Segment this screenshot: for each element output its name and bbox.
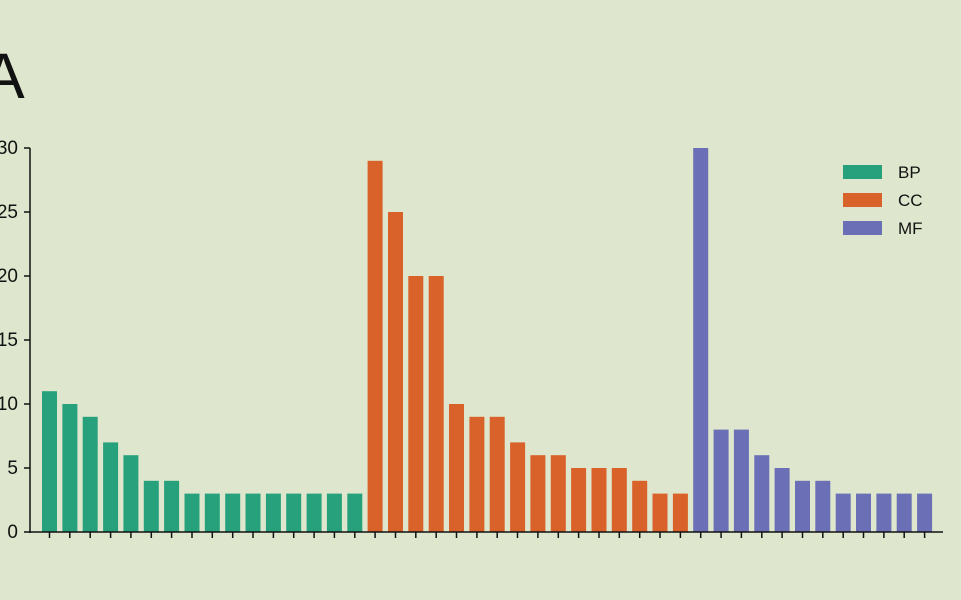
bar-bp-2 <box>62 404 78 532</box>
bar-cc-14 <box>632 480 648 532</box>
bar-mf-6 <box>795 480 810 532</box>
bars-layer <box>42 148 933 533</box>
bar-cc-11 <box>571 468 587 532</box>
bar-bp-3 <box>82 416 98 532</box>
y-tick-label: 20 <box>0 266 18 287</box>
bar-mf-8 <box>835 493 851 532</box>
bar-cc-5 <box>449 404 464 532</box>
bar-mf-5 <box>774 468 790 532</box>
bar-mf-9 <box>856 493 871 532</box>
y-tick-label: 10 <box>0 394 18 415</box>
legend-label-bp: BP <box>898 163 921 182</box>
bar-bp-5 <box>123 455 139 532</box>
bar-bp-13 <box>286 493 302 532</box>
bar-bp-15 <box>326 493 342 532</box>
y-tick-label: 5 <box>7 458 18 479</box>
bar-cc-16 <box>672 493 688 532</box>
bar-bp-11 <box>245 493 261 532</box>
bar-mf-2 <box>713 429 729 532</box>
bar-bp-14 <box>306 493 322 532</box>
bar-cc-10 <box>550 455 566 532</box>
legend-swatch-cc <box>843 193 882 207</box>
bar-cc-6 <box>469 416 485 532</box>
bar-cc-13 <box>611 468 627 532</box>
bar-cc-12 <box>591 468 607 532</box>
bar-bp-7 <box>164 480 180 532</box>
bar-cc-2 <box>388 212 403 532</box>
bar-mf-3 <box>733 429 749 532</box>
bar-cc-1 <box>367 160 383 533</box>
bar-mf-10 <box>876 493 892 532</box>
bar-mf-7 <box>815 480 831 532</box>
bar-mf-1 <box>693 148 709 532</box>
y-tick-label: 15 <box>0 330 18 351</box>
bar-bp-10 <box>225 493 241 532</box>
axis-layer: 0 5 10 15 20 25 30 <box>0 138 943 543</box>
y-tick-label: 0 <box>7 522 18 543</box>
y-tick-label: 30 <box>0 138 18 159</box>
legend-label-cc: CC <box>898 191 923 210</box>
bar-cc-9 <box>530 455 546 532</box>
bar-bp-8 <box>184 493 200 532</box>
bar-mf-12 <box>917 493 933 532</box>
bar-mf-4 <box>754 455 770 532</box>
bar-bp-1 <box>42 391 57 532</box>
bar-bp-16 <box>347 493 363 532</box>
bar-bp-4 <box>103 442 119 532</box>
legend-swatch-mf <box>843 221 882 235</box>
legend-swatch-bp <box>843 165 882 179</box>
legend-label-mf: MF <box>898 219 923 238</box>
bar-cc-4 <box>428 276 444 532</box>
bar-bp-12 <box>265 493 281 532</box>
bar-bp-9 <box>204 493 220 532</box>
bar-mf-11 <box>896 493 912 532</box>
bar-cc-3 <box>408 276 424 532</box>
bar-cc-8 <box>510 442 526 532</box>
legend: BP CC MF <box>843 163 923 238</box>
bar-bp-6 <box>143 480 159 532</box>
y-tick-label: 25 <box>0 202 18 223</box>
bar-cc-15 <box>652 493 668 532</box>
panel-label: A <box>0 40 25 112</box>
bar-cc-7 <box>489 416 505 532</box>
